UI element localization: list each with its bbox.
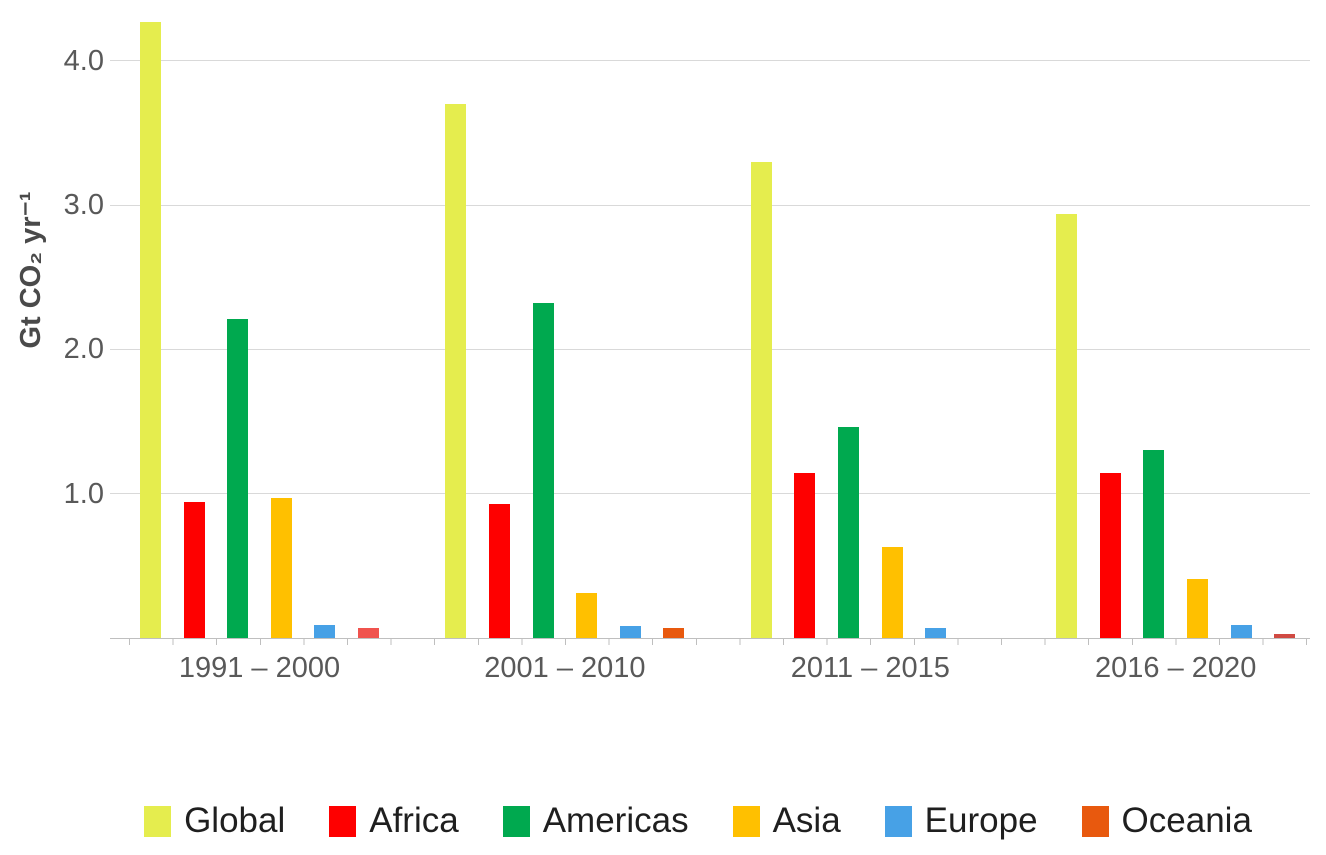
bar-africa-group3 xyxy=(794,473,816,638)
bar-asia-group1 xyxy=(270,498,292,638)
legend-item-global: Global xyxy=(144,799,285,843)
y-axis-title: Gt CO₂ yr⁻¹ xyxy=(15,191,47,349)
y-axis-tick-label: 3.0 xyxy=(63,189,104,222)
bar-europe-group2 xyxy=(619,626,641,638)
bar-europe-group3 xyxy=(925,628,947,638)
legend-swatch-americas xyxy=(502,805,530,837)
bar-oceania-group2 xyxy=(663,628,685,638)
y-axis-tick-label: 1.0 xyxy=(63,477,104,510)
x-axis-tick-marks xyxy=(110,638,1310,645)
legend-label: Asia xyxy=(772,801,841,840)
legend-label: Global xyxy=(184,801,286,840)
legend-item-europe: Europe xyxy=(884,799,1038,843)
x-axis-label: 2001 – 2010 xyxy=(484,652,646,684)
bar-oceania-group4 xyxy=(1274,634,1296,638)
legend-item-oceania: Oceania xyxy=(1081,799,1252,843)
legend-item-africa: Africa xyxy=(329,799,459,843)
bar-europe-group1 xyxy=(314,625,336,638)
bar-global-group3 xyxy=(750,162,772,638)
legend-swatch-global xyxy=(144,805,172,837)
x-axis-label: 2011 – 2015 xyxy=(790,652,950,684)
x-axis-label: 2016 – 2020 xyxy=(1095,652,1257,684)
gridline xyxy=(110,493,1310,495)
gridline xyxy=(110,348,1310,350)
legend-label: Africa xyxy=(369,801,459,840)
bar-americas-group4 xyxy=(1143,450,1165,638)
bar-americas-group1 xyxy=(227,319,249,638)
bar-africa-group1 xyxy=(183,502,205,638)
bar-asia-group2 xyxy=(576,593,598,638)
bar-global-group4 xyxy=(1056,214,1078,638)
x-axis-label: 1991 – 2000 xyxy=(178,652,341,684)
bar-americas-group3 xyxy=(838,427,859,638)
bar-asia-group3 xyxy=(881,547,903,638)
legend-swatch-oceania xyxy=(1081,805,1109,837)
gridline xyxy=(110,204,1310,206)
legend-swatch-asia xyxy=(732,805,760,837)
bar-europe-group4 xyxy=(1230,625,1252,638)
bar-americas-group2 xyxy=(532,303,554,638)
bar-africa-group2 xyxy=(489,504,510,638)
gridline xyxy=(110,60,1310,62)
legend: Global Africa Americas Asia Europe Oceania xyxy=(70,799,1326,843)
plot-area xyxy=(110,0,1310,645)
legend-label: Americas xyxy=(542,801,689,840)
bar-global-group2 xyxy=(445,104,467,638)
legend-swatch-africa xyxy=(329,805,357,837)
bar-africa-group4 xyxy=(1099,473,1121,638)
bar-oceania-group1 xyxy=(358,628,379,638)
legend-swatch-europe xyxy=(884,805,912,837)
legend-item-asia: Asia xyxy=(732,799,841,843)
bar-asia-group4 xyxy=(1187,579,1208,638)
y-axis-tick-label: 2.0 xyxy=(63,333,104,366)
bar-global-group1 xyxy=(140,22,161,638)
legend-label: Oceania xyxy=(1121,801,1252,840)
y-axis-tick-label: 4.0 xyxy=(63,44,104,77)
legend-item-americas: Americas xyxy=(502,799,689,843)
legend-label: Europe xyxy=(924,801,1038,840)
